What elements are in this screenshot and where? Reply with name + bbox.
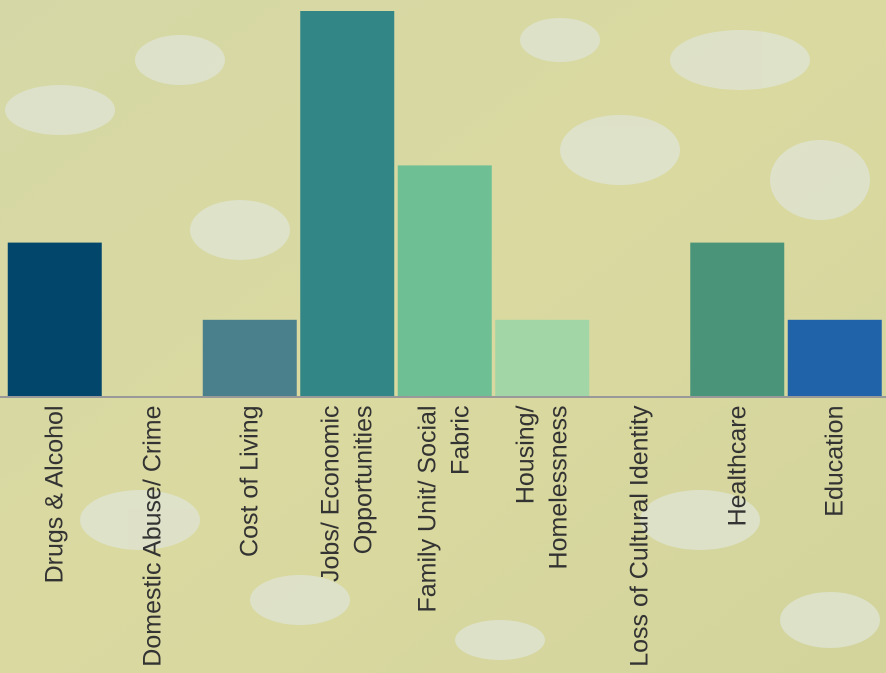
background-texture <box>5 18 880 660</box>
x-tick-label: Jobs/ Economic Opportunities <box>316 405 378 582</box>
bar <box>202 319 297 397</box>
bar <box>300 11 395 397</box>
bar <box>495 319 590 397</box>
x-tick-label: Loss of Cultural Identity <box>625 405 654 667</box>
x-tick-label: Housing/ Homelessness <box>511 405 573 570</box>
x-tick-label: Education <box>820 405 849 517</box>
x-tick-label: Domestic Abuse/ Crime <box>137 405 166 667</box>
x-tick-label: Cost of Living <box>235 405 264 557</box>
bar <box>787 319 882 397</box>
bar <box>397 165 492 397</box>
bar <box>7 242 102 397</box>
bar <box>690 242 785 397</box>
x-tick-label: Drugs & Alcohol <box>40 405 69 584</box>
x-tick-label: Family Unit/ Social Fabric <box>413 405 475 613</box>
x-tick-label: Healthcare <box>722 405 751 527</box>
